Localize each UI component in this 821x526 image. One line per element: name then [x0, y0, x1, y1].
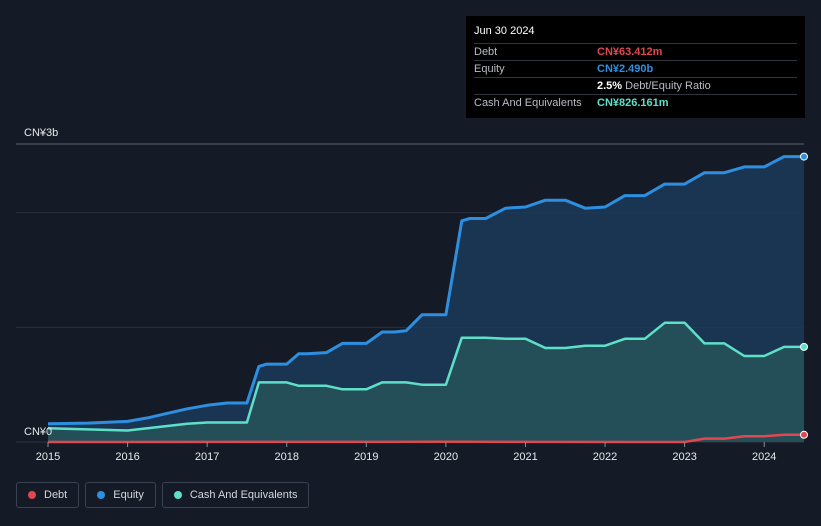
tooltip-ratio-value: 2.5% — [597, 80, 623, 92]
tooltip-cash-value: CN¥826.161m — [597, 97, 669, 109]
cash-area — [48, 322, 804, 442]
tooltip-debt-row: Debt CN¥63.412m — [474, 44, 797, 61]
equity-line — [47, 155, 804, 426]
tooltip-cash-row: Cash And Equivalents CN¥826.161m — [474, 95, 797, 111]
x-tick-label: 2019 — [354, 451, 378, 463]
x-tick-label: 2022 — [593, 451, 617, 463]
chart-legend: Debt Equity Cash And Equivalents — [16, 482, 310, 508]
y-axis-label: CN¥0 — [24, 426, 52, 438]
tooltip-equity-label: Equity — [474, 63, 505, 75]
x-tick-label: 2023 — [672, 451, 696, 463]
tooltip-debt-label: Debt — [474, 46, 498, 58]
legend-debt-dot — [28, 491, 36, 499]
tooltip-ratio-label: Debt/Equity Ratio — [625, 80, 711, 92]
x-tick-label: 2021 — [513, 451, 537, 463]
tooltip-equity-value: CN¥2.490b — [597, 63, 654, 75]
tooltip-date: Jun 30 2024 — [474, 23, 797, 44]
x-tick-label: 2017 — [195, 451, 219, 463]
x-tick-label: 2015 — [36, 451, 60, 463]
tooltip-ratio-row: 2.5% Debt/Equity Ratio — [474, 78, 797, 95]
legend-item-equity[interactable]: Equity — [85, 482, 156, 508]
debt-line — [48, 433, 804, 444]
debt-end-point — [800, 430, 808, 439]
legend-equity-dot — [97, 491, 106, 499]
chart-tooltip: Jun 30 2024 Debt CN¥63.412m Equity CN¥2.… — [466, 16, 805, 118]
legend-item-cash[interactable]: Cash And Equivalents — [161, 482, 310, 508]
cash-line — [47, 321, 804, 432]
legend-equity-label: Equity — [113, 489, 144, 501]
cash-end-point — [800, 342, 808, 351]
x-tick-label: 2018 — [274, 451, 298, 463]
legend-cash-label: Cash And Equivalents — [189, 489, 298, 501]
x-tick-label: 2024 — [752, 451, 776, 463]
tooltip-cash-label: Cash And Equivalents — [474, 97, 582, 109]
legend-debt-label: Debt — [44, 489, 68, 501]
legend-item-debt[interactable]: Debt — [16, 482, 80, 508]
tooltip-equity-row: Equity CN¥2.490b — [474, 61, 797, 78]
y-axis-label: CN¥3b — [24, 127, 58, 139]
equity-end-point — [800, 152, 808, 161]
tooltip-debt-value: CN¥63.412m — [597, 46, 663, 58]
x-tick-label: 2020 — [434, 451, 458, 463]
x-tick-label: 2016 — [115, 451, 139, 463]
legend-cash-dot — [173, 491, 182, 499]
